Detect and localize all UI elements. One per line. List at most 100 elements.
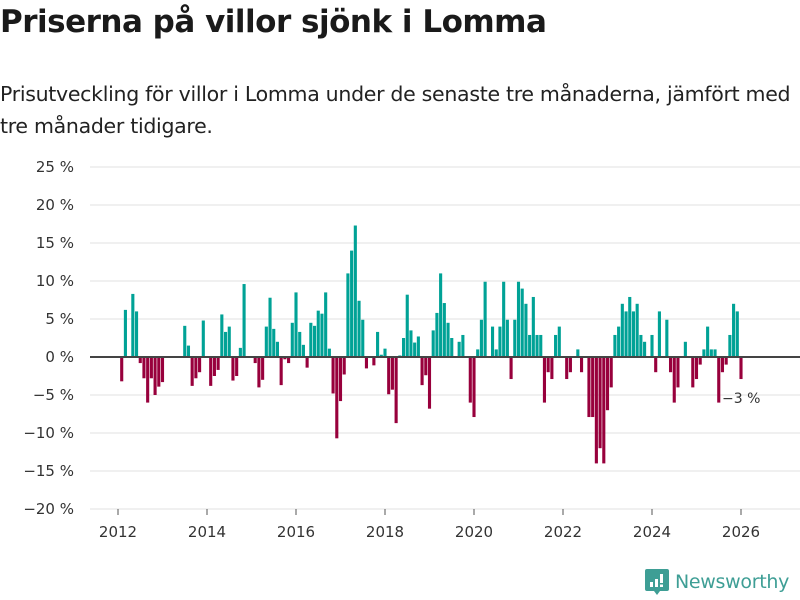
bar-positive [201,320,205,357]
x-axis: 2012 2014 2016 2018 2020 2022 2024 2026 [99,509,760,541]
brand-name: Newsworthy [675,571,790,593]
bar-positive [309,322,313,357]
bar-negative [153,357,157,395]
bar-negative [390,357,394,390]
bar-positive [320,313,324,357]
last-value-label: −3 % [722,391,760,407]
x-tick-label: 2022 [544,523,582,541]
x-tick-label: 2016 [277,523,315,541]
newsworthy-logo: Newsworthy [645,569,789,595]
bar-positive [350,250,354,357]
bar-positive [524,303,528,357]
bar-positive [576,349,580,357]
bar-negative [394,357,398,424]
bar-negative [338,357,343,402]
bar-negative [546,357,550,373]
bar-positive [123,309,127,357]
bar-positive [483,281,487,357]
bar-positive [134,311,139,357]
bar-negative [364,357,369,369]
bar-positive [498,326,502,357]
y-tick-label: 0 % [45,348,74,366]
annotations: −3 % [722,391,760,407]
bar-positive [494,349,498,357]
chart-subtitle: Prisutveckling för villor i Lomma under … [0,82,791,138]
bar-negative [605,357,610,411]
bar-positive [242,284,246,357]
y-tick-label: −15 % [23,462,74,480]
bar-negative [157,357,161,387]
bar-positive [461,334,465,357]
bar-chart: 25 % 20 % 15 % 10 % 5 % 0 % −5 % −10 % −15 % −20 … [23,158,800,541]
bar-negative [194,357,198,379]
bar-negative [717,357,721,403]
bar-positive [631,311,636,357]
bar-positive [476,349,480,357]
bar-positive [290,322,294,357]
bar-positive [620,303,624,357]
bar-negative [579,357,584,373]
bar-positive [346,273,350,357]
bar-negative [142,357,146,379]
bar-positive [298,331,302,357]
bar-positive [294,292,298,357]
bar-positive [713,349,717,357]
bar-negative [427,357,432,409]
bar-negative [257,357,261,388]
bar-positive [227,326,231,357]
bar-positive [657,311,661,357]
bar-positive [735,311,739,357]
bar-positive [457,341,461,357]
bar-positive [516,281,521,357]
bar-positive [301,344,305,357]
bar-negative [372,357,376,366]
bar-negative [424,357,428,376]
bar-positive [531,296,535,357]
y-tick-label: 5 % [45,310,74,328]
bar-positive [732,303,736,357]
bar-negative [468,357,472,403]
y-tick-label: −10 % [23,424,74,442]
bar-positive [635,303,639,357]
bar-negative [146,357,150,403]
bar-positive [186,345,191,357]
bar-negative [305,357,309,368]
bar-positive [272,328,276,357]
y-tick-label: −20 % [23,500,74,518]
bar-negative [149,357,153,379]
y-axis-labels: 25 % 20 % 15 % 10 % 5 % 0 % −5 % −10 % −15 % −20 … [23,158,74,518]
bar-negative [420,357,424,386]
bar-positive [613,334,617,357]
bar-positive [554,334,558,357]
bar-positive [275,341,280,357]
bar-positive [405,294,409,357]
bar-negative [609,357,613,388]
bar-positive [617,326,621,357]
x-tick-label: 2014 [188,523,226,541]
bar-negative [335,357,339,439]
bar-negative [598,357,602,449]
bar-negative [138,357,142,364]
bar-negative [235,357,239,376]
bar-negative [550,357,554,380]
bar-negative [198,357,202,373]
y-tick-label: 25 % [36,158,74,176]
bar-negative [591,357,595,418]
bar-positive [557,326,561,357]
bar-negative [283,357,287,360]
bar-positive [502,281,506,357]
bar-positive [709,349,713,357]
x-tick-label: 2012 [99,523,137,541]
y-tick-label: 10 % [36,272,74,290]
bar-negative [565,357,569,380]
bar-negative [594,357,598,464]
bar-positive [416,336,420,357]
bar-positive [316,310,320,357]
bar-positive [446,322,450,357]
bar-negative [216,357,220,370]
bar-negative [724,357,728,365]
bar-positive [413,342,417,357]
bar-negative [160,357,165,383]
bar-positive [520,288,524,357]
bar-positive [439,273,443,357]
